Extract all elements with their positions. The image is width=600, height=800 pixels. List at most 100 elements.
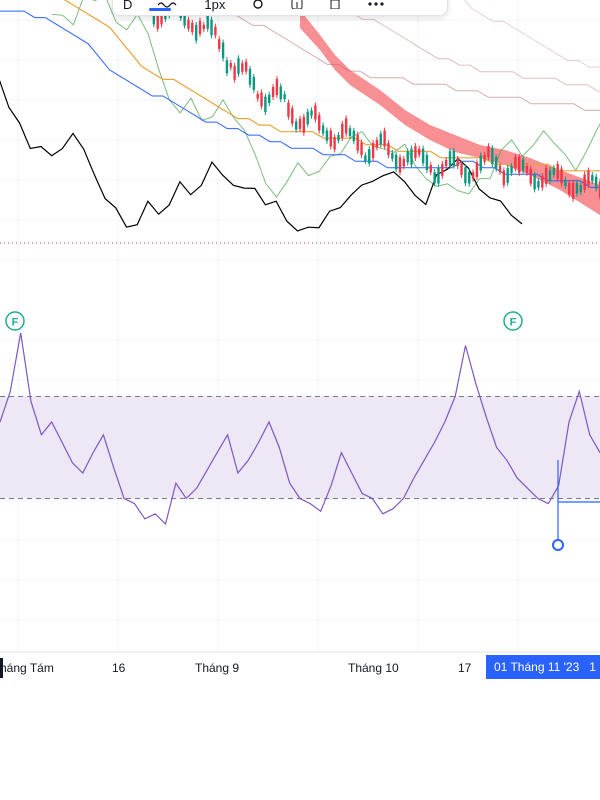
candle-body (387, 143, 390, 156)
candle-body (352, 130, 356, 142)
candle-body (544, 167, 548, 184)
candle-body (256, 93, 259, 99)
candle-body (471, 172, 475, 179)
candle-body (468, 171, 471, 184)
candle-body (356, 134, 359, 151)
candle-body (448, 151, 452, 166)
candle-body (225, 60, 229, 74)
info-icon[interactable] (291, 0, 303, 11)
candle-body (460, 163, 463, 175)
candle-body (156, 13, 159, 29)
base-line (63, 0, 600, 172)
candle-body (598, 181, 600, 198)
candle-body (552, 167, 556, 175)
marker-badge: F (503, 311, 523, 331)
marker-circle (503, 311, 523, 331)
candle-body (394, 154, 398, 170)
candle-body (548, 170, 552, 182)
candle-body (556, 164, 559, 180)
candle-body (152, 10, 156, 25)
candle-body (329, 130, 332, 147)
ichimoku-cloud (300, 10, 600, 215)
marker-label: F (510, 317, 517, 329)
candle-body (594, 176, 598, 189)
candle-body (398, 157, 402, 173)
candle-body (248, 68, 252, 85)
candle-body (487, 146, 490, 158)
marker-label: F (12, 317, 19, 329)
axis-edge-marker (0, 658, 3, 678)
crosshair-date-label: 01 Tháng 11 '23 (494, 660, 580, 674)
candle-body (502, 170, 506, 186)
marker-badge: F (5, 311, 25, 331)
crosshair-point (552, 539, 564, 551)
candle-body (341, 123, 344, 138)
candle-body (237, 58, 240, 74)
candle-body (202, 24, 206, 30)
x-tick-label: háng Tám (0, 661, 54, 675)
candle-body (275, 79, 279, 95)
candle-body (410, 148, 413, 165)
candle-body (194, 24, 198, 41)
candle-body (371, 142, 375, 159)
interval-label[interactable]: D (123, 0, 133, 12)
candle-body (537, 181, 540, 188)
candle-body (375, 139, 379, 148)
candle-body (294, 121, 298, 130)
settings-gear-icon[interactable] (251, 0, 265, 11)
x-tick-label: Tháng 9 (195, 661, 239, 675)
candle-body (575, 182, 579, 194)
line-style-icon[interactable] (158, 0, 178, 11)
selected-indicator (149, 8, 171, 11)
candle-body (494, 157, 498, 169)
candle-body (560, 168, 563, 184)
candle-body (314, 105, 317, 120)
candle-body (252, 76, 256, 90)
candle-body (583, 174, 586, 190)
delete-icon[interactable] (329, 0, 341, 11)
candle-body (479, 155, 482, 171)
width-label[interactable]: 1px (204, 0, 226, 12)
x-tick-label: Tháng 10 (348, 661, 399, 675)
oscillator-band (0, 396, 600, 499)
lagging-span-line (0, 79, 523, 232)
candle-body (456, 159, 459, 167)
candle-body (391, 152, 394, 159)
candle-body (506, 168, 509, 183)
candle-body (302, 116, 306, 133)
candle-body (414, 146, 417, 159)
candle-body (210, 19, 213, 36)
candle-body (491, 148, 494, 165)
candle-body (444, 159, 448, 167)
candle-body (287, 102, 290, 117)
candle-body (271, 86, 275, 98)
candle-body (337, 134, 340, 141)
candle-body (379, 133, 382, 145)
candle-body (318, 115, 321, 131)
more-icon[interactable] (367, 0, 385, 11)
candle-body (360, 142, 363, 156)
toolbar-item[interactable]: D (123, 0, 171, 12)
candle-body (483, 154, 486, 162)
candle-body (183, 9, 186, 26)
candle-body (364, 155, 367, 161)
candles (148, 0, 600, 202)
candle-body (268, 94, 271, 104)
candle-body (533, 174, 536, 190)
candle-body (452, 150, 456, 166)
candle-body (325, 130, 329, 141)
candle-body (541, 176, 544, 188)
candle-body (568, 182, 571, 195)
candle-body (218, 39, 221, 49)
candle-body (198, 20, 202, 34)
candle-body (383, 130, 386, 147)
candle-body (406, 151, 409, 163)
price-panel (0, 0, 600, 244)
candle-body (229, 62, 232, 68)
candle-body (279, 86, 282, 100)
candle-body (421, 148, 425, 164)
width-item[interactable]: 1px (204, 0, 226, 12)
candle-body (464, 167, 467, 184)
